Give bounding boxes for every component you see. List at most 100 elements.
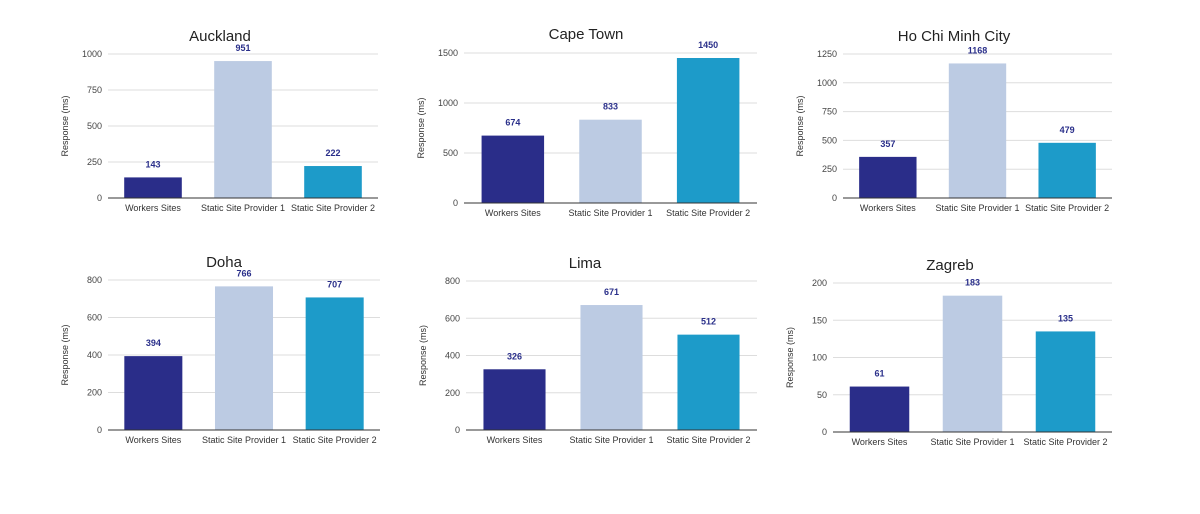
y-tick-label: 400	[87, 350, 102, 360]
x-tick-label: Static Site Provider 1	[201, 203, 285, 213]
y-tick-label: 400	[445, 351, 460, 361]
y-tick-label: 600	[445, 313, 460, 323]
x-tick-label: Static Site Provider 1	[930, 437, 1014, 447]
chart-title: Cape Town	[549, 26, 624, 43]
data-label: 951	[235, 43, 250, 53]
bar	[124, 356, 183, 430]
data-label: 394	[146, 338, 161, 348]
bar	[214, 286, 274, 430]
y-tick-label: 200	[87, 388, 102, 398]
chart-doha: Doha 0 200 400 600 800 Response (ms) 394 Workers…	[60, 254, 380, 445]
chart-title: Ho Chi Minh City	[898, 28, 1011, 45]
x-tick-label: Static Site Provider 2	[291, 203, 375, 213]
data-label: 512	[701, 317, 716, 327]
data-label: 707	[327, 279, 342, 289]
y-axis-label: Response (ms)	[60, 324, 70, 385]
y-tick-label: 1000	[82, 49, 102, 59]
data-label: 135	[1058, 313, 1073, 323]
bar	[1035, 331, 1096, 432]
x-tick-label: Static Site Provider 1	[568, 208, 652, 218]
y-tick-label: 0	[97, 193, 102, 203]
bar	[849, 386, 910, 432]
data-label: 183	[965, 278, 980, 288]
x-tick-label: Static Site Provider 1	[935, 203, 1019, 213]
y-tick-label: 200	[445, 388, 460, 398]
x-tick-label: Static Site Provider 1	[569, 435, 653, 445]
y-tick-label: 0	[453, 198, 458, 208]
y-tick-label: 100	[812, 353, 827, 363]
x-tick-label: Static Site Provider 2	[1023, 437, 1107, 447]
bar	[214, 61, 272, 198]
data-label: 833	[603, 102, 618, 112]
x-tick-label: Static Site Provider 2	[666, 435, 750, 445]
y-axis-label: Response (ms)	[795, 95, 805, 156]
data-label: 766	[236, 268, 251, 278]
data-label: 1168	[968, 45, 988, 55]
data-label: 479	[1060, 125, 1075, 135]
y-tick-label: 750	[87, 85, 102, 95]
y-axis-label: Response (ms)	[418, 325, 428, 386]
data-label: 1450	[698, 40, 718, 50]
y-tick-label: 0	[97, 425, 102, 435]
y-tick-label: 250	[87, 157, 102, 167]
x-tick-label: Static Site Provider 2	[666, 208, 750, 218]
bar	[580, 305, 643, 430]
chart-title: Auckland	[189, 28, 251, 45]
bar	[483, 369, 546, 430]
y-tick-label: 1000	[817, 78, 837, 88]
data-label: 143	[145, 159, 160, 169]
x-tick-label: Workers Sites	[852, 437, 908, 447]
chart-title: Lima	[569, 255, 602, 272]
data-label: 61	[874, 369, 884, 379]
y-tick-label: 600	[87, 313, 102, 323]
y-axis-label: Response (ms)	[416, 97, 426, 158]
chart-auckland: Auckland 0 250 500 750 1000 Response (ms) 143 Wo…	[60, 28, 378, 213]
data-label: 671	[604, 287, 619, 297]
y-axis-label: Response (ms)	[60, 95, 70, 156]
x-tick-label: Workers Sites	[487, 435, 543, 445]
y-tick-label: 150	[812, 315, 827, 325]
x-tick-label: Workers Sites	[485, 208, 541, 218]
chart-cape-town: Cape Town 0 500 1000 1500 Response (ms) 674 Wor…	[416, 26, 757, 218]
bar	[579, 119, 642, 203]
y-tick-label: 0	[832, 193, 837, 203]
y-tick-label: 200	[812, 278, 827, 288]
data-label: 357	[880, 139, 895, 149]
x-tick-label: Workers Sites	[125, 435, 181, 445]
x-tick-label: Workers Sites	[860, 203, 916, 213]
data-label: 674	[505, 118, 520, 128]
y-tick-label: 800	[87, 275, 102, 285]
y-tick-label: 800	[445, 276, 460, 286]
y-tick-label: 0	[822, 427, 827, 437]
bar	[859, 156, 917, 198]
y-tick-label: 1250	[817, 49, 837, 59]
data-label: 222	[325, 148, 340, 158]
bar	[481, 135, 545, 203]
x-tick-label: Static Site Provider 2	[1025, 203, 1109, 213]
y-tick-label: 750	[822, 107, 837, 117]
bar	[124, 177, 182, 198]
y-tick-label: 500	[87, 121, 102, 131]
x-tick-label: Static Site Provider 1	[202, 435, 286, 445]
bar	[677, 334, 740, 430]
chart-lima: Lima 0 200 400 600 800 Response (ms) 326 Workers…	[418, 255, 757, 445]
data-label: 326	[507, 351, 522, 361]
y-tick-label: 500	[443, 148, 458, 158]
bar	[948, 63, 1007, 199]
bar	[304, 166, 362, 198]
chart-zagreb: Zagreb 0 50 100 150 200 Response (ms) 61 Workers…	[785, 257, 1112, 447]
y-axis-label: Response (ms)	[785, 327, 795, 388]
y-tick-label: 0	[455, 425, 460, 435]
y-tick-label: 250	[822, 164, 837, 174]
chart-ho-chi-minh-city: Ho Chi Minh City 0 250 500 750 1000 1250 Respon…	[795, 28, 1112, 213]
y-tick-label: 50	[817, 390, 827, 400]
x-tick-label: Static Site Provider 2	[293, 435, 377, 445]
bar	[1038, 142, 1096, 198]
y-tick-label: 1000	[438, 98, 458, 108]
bar	[305, 297, 364, 430]
bar	[942, 295, 1003, 432]
y-tick-label: 500	[822, 135, 837, 145]
x-tick-label: Workers Sites	[125, 203, 181, 213]
bar	[676, 58, 740, 203]
